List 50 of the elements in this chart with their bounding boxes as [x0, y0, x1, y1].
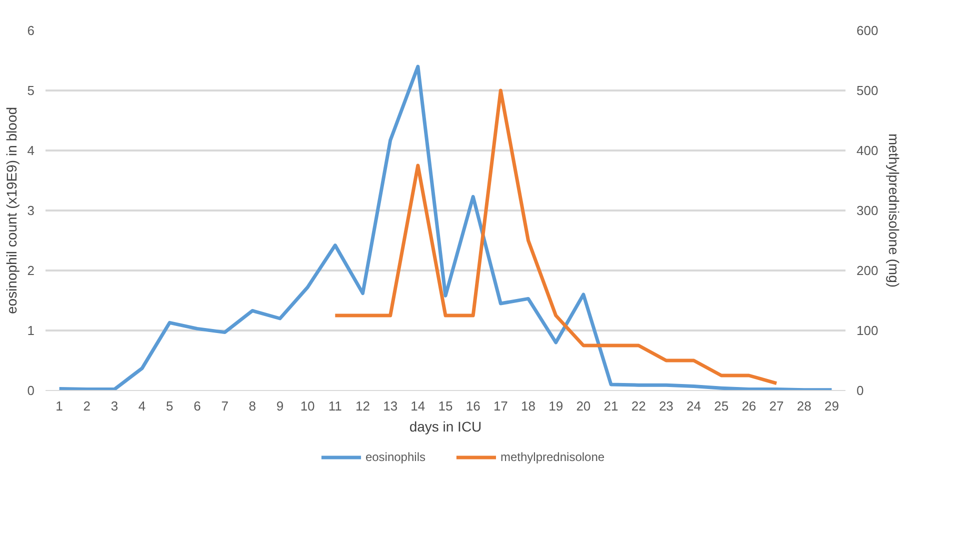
x-tick-label: 4 [138, 398, 146, 414]
y2-tick-label: 200 [856, 263, 878, 278]
y-tick-label: 1 [27, 323, 35, 338]
line-series [58, 64, 834, 390]
x-tick-label: 2 [83, 398, 90, 414]
y2-axis-title: methylprednisolone (mg) [886, 133, 902, 288]
line-series [333, 88, 778, 386]
y-tick-label: 0 [27, 383, 35, 398]
x-tick-label: 15 [438, 398, 453, 414]
x-tick-label: 17 [493, 398, 508, 414]
y-tick-label: 2 [27, 263, 35, 278]
y2-tick-label: 500 [856, 83, 878, 98]
x-tick-label: 3 [110, 398, 118, 414]
x-tick-label: 28 [796, 398, 812, 414]
legend-label: eosinophils [365, 450, 426, 464]
y-tick-label: 5 [27, 83, 35, 98]
x-tick-label: 13 [383, 398, 398, 414]
x-tick-label: 23 [658, 398, 674, 414]
x-tick-label: 20 [576, 398, 591, 414]
x-tick-label: 9 [276, 398, 284, 414]
x-tick-label: 14 [410, 398, 426, 414]
legend-label: methylprednisolone [500, 450, 605, 464]
y2-tick-label: 300 [856, 203, 878, 218]
y2-tick-label: 400 [856, 143, 878, 158]
x-tick-label: 11 [328, 398, 342, 414]
y-tick-label: 6 [27, 23, 35, 38]
y2-tick-label: 0 [856, 383, 864, 398]
y-tick-label: 3 [27, 203, 35, 218]
x-tick-label: 7 [221, 398, 228, 414]
x-tick-label: 12 [356, 398, 370, 414]
x-tick-label: 18 [521, 398, 536, 414]
y-tick-label: 4 [27, 143, 35, 158]
x-tick-label: 19 [548, 398, 564, 414]
x-tick-label: 21 [604, 398, 618, 414]
y2-tick-label: 600 [856, 23, 878, 38]
x-tick-label: 8 [248, 398, 256, 414]
x-tick-label: 5 [166, 398, 174, 414]
x-tick-label: 27 [769, 398, 784, 414]
x-tick-label: 26 [742, 398, 756, 414]
y2-tick-label: 100 [856, 323, 878, 338]
x-tick-label: 24 [686, 398, 702, 414]
x-tick-label: 29 [824, 398, 839, 414]
x-tick-label: 6 [194, 398, 201, 414]
x-tick-label: 16 [466, 398, 480, 414]
x-axis-title: days in ICU [409, 418, 482, 434]
y-axis-title: eosinophil count (x19E9) in blood [3, 106, 20, 314]
x-tick-label: 1 [56, 398, 63, 414]
x-tick-label: 22 [631, 398, 646, 414]
x-tick-label: 10 [300, 398, 315, 414]
x-tick-label: 25 [714, 398, 729, 414]
